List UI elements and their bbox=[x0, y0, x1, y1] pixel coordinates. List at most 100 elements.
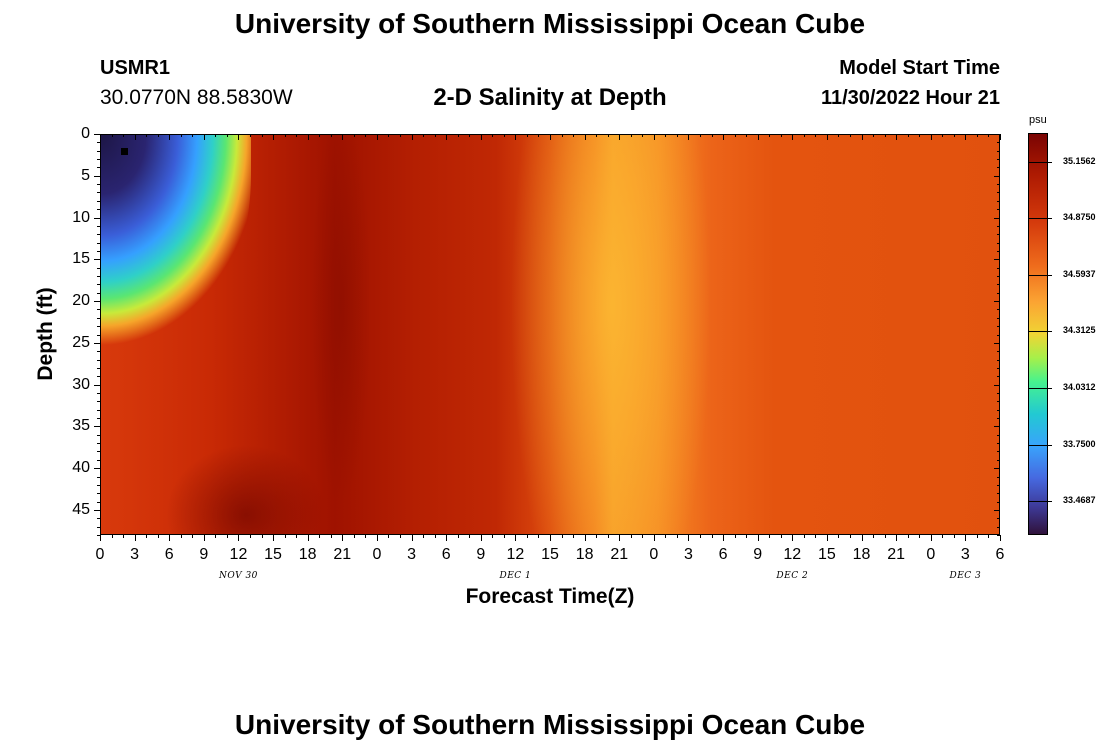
y-tick-label: 40 bbox=[72, 459, 90, 477]
y-tick bbox=[97, 250, 100, 252]
colorbar-tick bbox=[1029, 388, 1047, 390]
x-tick bbox=[169, 535, 171, 541]
y-tick bbox=[94, 175, 100, 177]
y-tick bbox=[97, 234, 100, 236]
y-tick bbox=[97, 443, 100, 445]
x-tick bbox=[976, 535, 978, 538]
x-tick-top bbox=[665, 134, 667, 137]
x-tick-top bbox=[584, 134, 586, 140]
x-tick-label: 9 bbox=[476, 546, 486, 563]
y-tick-right bbox=[997, 142, 1000, 144]
y-tick bbox=[97, 200, 100, 202]
x-tick bbox=[734, 535, 736, 538]
x-tick bbox=[746, 535, 748, 538]
y-tick-right bbox=[997, 376, 1000, 378]
y-tick bbox=[94, 217, 100, 219]
x-tick-top bbox=[180, 134, 182, 137]
y-tick bbox=[97, 184, 100, 186]
x-tick bbox=[284, 535, 286, 538]
y-tick-right bbox=[997, 526, 1000, 528]
x-tick bbox=[250, 535, 251, 538]
x-tick bbox=[711, 535, 713, 538]
x-tick-top bbox=[434, 134, 436, 137]
y-tick-right bbox=[997, 284, 1000, 286]
x-tick bbox=[261, 535, 263, 538]
station-id: USMR1 bbox=[100, 57, 171, 79]
x-tick-label: 3 bbox=[130, 546, 140, 563]
x-tick-top bbox=[423, 134, 425, 137]
x-tick-label: 18 bbox=[298, 546, 317, 563]
y-tick-right bbox=[997, 392, 1000, 394]
x-tick-label: 0 bbox=[926, 546, 936, 563]
y-tick bbox=[94, 384, 100, 386]
x-tick-top bbox=[446, 134, 448, 140]
y-tick bbox=[97, 451, 100, 453]
x-tick-top bbox=[134, 134, 136, 140]
y-tick bbox=[97, 535, 100, 536]
x-tick bbox=[676, 535, 678, 538]
colorbar-tick bbox=[1029, 331, 1047, 333]
x-tick bbox=[503, 535, 505, 538]
y-tick-right bbox=[997, 359, 1000, 361]
x-tick-top bbox=[596, 134, 598, 137]
x-tick bbox=[688, 535, 690, 541]
y-tick-right bbox=[997, 451, 1000, 453]
x-tick-top bbox=[457, 134, 459, 137]
x-tick-top bbox=[480, 134, 482, 140]
y-tick bbox=[97, 376, 100, 378]
x-tick bbox=[873, 535, 875, 538]
x-tick-label: 6 bbox=[441, 546, 451, 563]
x-tick bbox=[573, 535, 575, 538]
x-tick-top bbox=[573, 134, 575, 137]
x-tick-label: 6 bbox=[718, 546, 728, 563]
y-tick bbox=[97, 284, 100, 286]
colorbar-label: 34.8750 bbox=[1063, 212, 1096, 223]
y-tick-label: 45 bbox=[72, 500, 90, 518]
y-tick-label: 15 bbox=[72, 250, 90, 268]
y-tick-right bbox=[994, 301, 1000, 303]
y-tick-right bbox=[997, 518, 1000, 520]
y-tick-right bbox=[997, 209, 1000, 211]
x-tick bbox=[919, 535, 921, 538]
x-tick bbox=[584, 535, 586, 541]
x-tick-top bbox=[884, 134, 886, 137]
date-label: NOV 30 bbox=[218, 571, 258, 581]
y-tick bbox=[97, 225, 100, 227]
colorbar-tick-outer bbox=[1048, 274, 1052, 276]
x-tick-top bbox=[653, 134, 655, 140]
x-tick bbox=[850, 535, 851, 538]
colorbar-tick bbox=[1029, 501, 1047, 503]
x-tick bbox=[307, 535, 309, 541]
x-tick bbox=[296, 535, 298, 538]
y-tick bbox=[97, 518, 100, 520]
y-tick-right bbox=[997, 434, 1000, 436]
x-tick-top bbox=[192, 134, 194, 137]
x-tick-top bbox=[688, 134, 690, 140]
x-tick-top bbox=[561, 134, 563, 137]
colorbar-tick-outer bbox=[1048, 161, 1052, 163]
y-tick bbox=[97, 309, 100, 311]
x-tick bbox=[319, 535, 321, 538]
x-tick bbox=[423, 535, 425, 538]
x-tick bbox=[653, 535, 655, 541]
x-tick bbox=[826, 535, 828, 541]
y-tick-right bbox=[997, 192, 1000, 194]
x-tick-top bbox=[203, 134, 205, 140]
x-tick-top bbox=[123, 134, 125, 137]
y-tick-right bbox=[994, 217, 1000, 219]
x-tick-top bbox=[676, 134, 678, 137]
x-tick-top bbox=[953, 134, 955, 137]
x-tick-top bbox=[780, 134, 782, 137]
y-tick-right bbox=[997, 234, 1000, 236]
x-tick-label: 0 bbox=[372, 546, 382, 563]
x-tick bbox=[884, 535, 886, 538]
page-title: University of Southern Mississippi Ocean… bbox=[234, 8, 866, 39]
x-tick-top bbox=[307, 134, 309, 140]
colorbar-tick-outer bbox=[1048, 331, 1052, 333]
x-tick-top bbox=[838, 134, 840, 137]
x-tick bbox=[838, 535, 840, 538]
y-tick bbox=[97, 150, 100, 152]
x-tick-label: 21 bbox=[887, 546, 906, 563]
y-tick bbox=[97, 326, 100, 328]
y-tick-right bbox=[997, 401, 1000, 403]
